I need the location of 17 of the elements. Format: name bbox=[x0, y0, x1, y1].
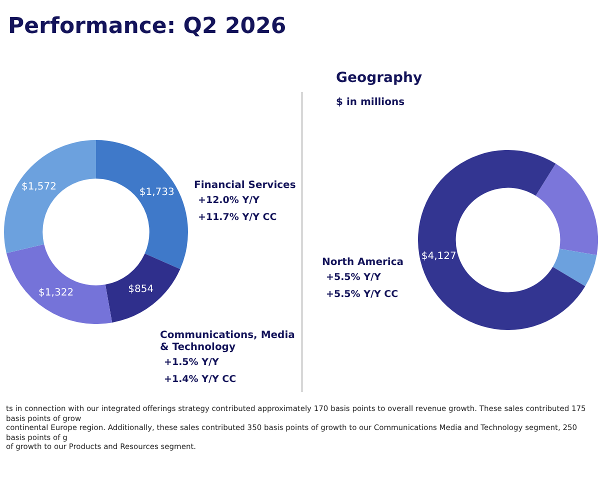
chart-title: Geography bbox=[336, 70, 422, 86]
data-label: $1,322 bbox=[38, 287, 74, 298]
text: +1.5% Y/Y bbox=[163, 356, 220, 370]
slice-label: North America bbox=[322, 257, 405, 269]
data-label: $854 bbox=[128, 284, 154, 295]
data-label: $4,127 bbox=[421, 251, 456, 262]
text: +1.4% Y/Y CC bbox=[163, 373, 238, 387]
slice-label: Financial Services bbox=[194, 180, 297, 192]
text: +5.5% Y/Y bbox=[325, 271, 382, 285]
text: +11.7% Y/Y CC bbox=[197, 211, 278, 225]
data-label: $1,572 bbox=[22, 181, 57, 192]
chart-title: Performance: Q2 2026 bbox=[8, 14, 286, 39]
text: +5.5% Y/Y CC bbox=[325, 288, 400, 302]
chart-subtitle: $ in millions bbox=[336, 97, 405, 108]
slice-label: Communications, Media & Technology bbox=[160, 330, 296, 354]
text: +12.0% Y/Y bbox=[197, 194, 260, 208]
data-label: $1,733 bbox=[139, 186, 174, 198]
